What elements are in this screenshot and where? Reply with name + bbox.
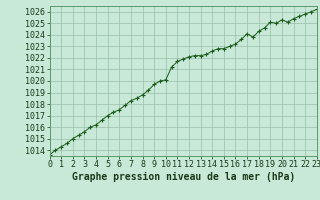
- X-axis label: Graphe pression niveau de la mer (hPa): Graphe pression niveau de la mer (hPa): [72, 172, 295, 182]
